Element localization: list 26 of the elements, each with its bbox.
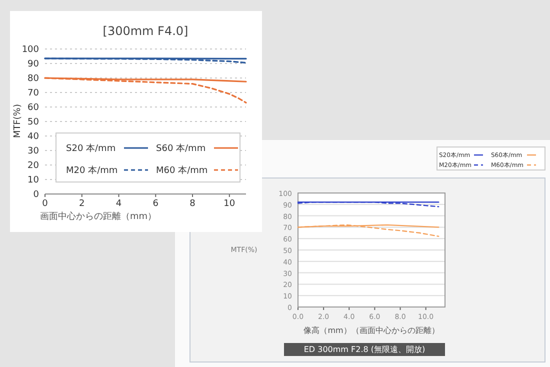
y-tick-label: 0 <box>33 190 40 200</box>
x-axis-title: 像高（mm）（画面中心からの距離） <box>304 326 440 335</box>
y-tick-label: 50 <box>28 118 40 128</box>
y-tick-label: 20 <box>28 161 40 171</box>
y-tick-label: 90 <box>28 60 40 70</box>
x-tick-label: 6 <box>152 199 159 209</box>
legend-label: S20 本/mm <box>66 143 116 154</box>
x-tick-label: 8 <box>190 199 196 209</box>
x-axis-title: 画面中心からの距離（mm） <box>40 211 157 222</box>
text: ED 300mm F2.8 (無限遠、開放) <box>304 345 426 354</box>
y-tick-label: 30 <box>28 146 40 156</box>
y-tick-label: 10 <box>28 176 40 186</box>
y-tick-label: 60 <box>28 103 40 113</box>
chart-title: [300mm F4.0] <box>102 24 188 38</box>
y-tick-label: 80 <box>28 74 40 84</box>
x-tick-label: 10 <box>224 199 236 209</box>
x-tick-label: 4 <box>116 199 122 209</box>
x-tick-label: 0 <box>42 199 48 209</box>
legend-label: M60 本/mm <box>156 165 208 176</box>
y-axis-title: MTF(%) <box>13 104 23 138</box>
y-tick-label: 70 <box>28 88 40 98</box>
x-tick-label: 2 <box>79 199 85 209</box>
y-tick-label: 40 <box>28 132 40 142</box>
legend-label: M20 本/mm <box>66 165 118 176</box>
legend-label: S60 本/mm <box>156 143 206 154</box>
y-tick-label: 100 <box>22 45 40 55</box>
